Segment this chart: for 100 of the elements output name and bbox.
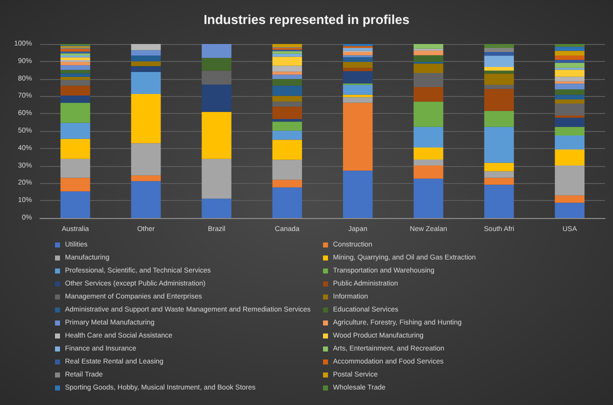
bar xyxy=(272,54,302,57)
bar xyxy=(484,56,514,67)
bar xyxy=(131,143,161,176)
bar xyxy=(484,184,514,218)
bar xyxy=(131,72,161,94)
bar xyxy=(131,50,161,56)
bar xyxy=(554,70,585,77)
bar xyxy=(484,66,514,71)
bar xyxy=(414,44,444,49)
bar xyxy=(131,181,161,218)
bar xyxy=(484,74,514,85)
bar xyxy=(272,66,302,72)
bar xyxy=(414,50,444,56)
bar xyxy=(272,140,302,160)
bar xyxy=(272,78,302,86)
bar xyxy=(554,46,585,51)
bar xyxy=(484,178,514,185)
bar xyxy=(554,62,585,68)
bar xyxy=(60,76,90,80)
bar xyxy=(554,50,585,56)
bar xyxy=(131,175,161,182)
bar xyxy=(272,72,302,75)
bar xyxy=(60,122,90,139)
bar xyxy=(60,70,90,74)
bar xyxy=(342,62,373,68)
bar xyxy=(554,55,585,60)
bar xyxy=(484,171,514,178)
bar xyxy=(554,136,585,150)
bar xyxy=(414,55,444,62)
bar xyxy=(131,94,161,144)
bar xyxy=(202,198,232,218)
bar xyxy=(484,44,514,48)
bar xyxy=(60,73,90,77)
bar xyxy=(342,97,373,103)
bar xyxy=(60,158,90,178)
bar xyxy=(60,138,90,159)
bar xyxy=(484,162,514,172)
bar xyxy=(342,68,373,72)
bar xyxy=(131,61,161,66)
bar xyxy=(554,195,585,203)
bar xyxy=(272,96,302,102)
bar xyxy=(554,89,585,95)
bar xyxy=(554,165,585,196)
bar xyxy=(60,48,90,52)
bar xyxy=(202,112,232,159)
bar xyxy=(272,74,302,79)
bar xyxy=(554,60,585,63)
bar xyxy=(60,86,90,96)
bar xyxy=(272,122,302,131)
bar xyxy=(554,126,585,136)
bar xyxy=(272,56,302,66)
bar xyxy=(554,202,585,218)
bar xyxy=(342,71,373,84)
bar xyxy=(202,58,232,71)
bar xyxy=(554,118,585,127)
bar xyxy=(202,158,232,199)
bar xyxy=(342,52,373,56)
bar xyxy=(60,80,90,86)
bar xyxy=(60,102,90,123)
bar xyxy=(272,44,302,48)
bar xyxy=(484,126,514,163)
bar xyxy=(131,44,161,50)
bar xyxy=(272,118,302,122)
bar xyxy=(272,180,302,188)
bar xyxy=(554,84,585,90)
bar xyxy=(554,100,585,104)
bar xyxy=(554,76,585,82)
bar xyxy=(272,86,302,96)
bar xyxy=(131,66,161,72)
bar xyxy=(272,187,302,218)
bar xyxy=(272,160,302,180)
bar xyxy=(414,126,444,148)
chart-title: Industries represented in profiles xyxy=(204,12,410,27)
bar xyxy=(484,48,514,52)
bar xyxy=(414,160,444,166)
bar xyxy=(60,62,90,66)
bar xyxy=(484,84,514,89)
bar xyxy=(272,106,302,119)
bar xyxy=(484,70,514,74)
bar xyxy=(554,44,585,47)
bar xyxy=(554,149,585,166)
bar xyxy=(60,178,90,192)
bar xyxy=(202,84,232,112)
bar xyxy=(272,130,302,140)
bar xyxy=(414,64,444,74)
bar xyxy=(60,57,90,60)
bar xyxy=(342,48,373,51)
bar xyxy=(414,165,444,179)
bar xyxy=(272,51,302,54)
bar xyxy=(131,55,161,62)
bar xyxy=(342,102,373,171)
bar xyxy=(414,86,444,102)
bar xyxy=(414,178,444,218)
bar xyxy=(342,57,373,62)
bar xyxy=(60,191,90,218)
bar xyxy=(342,170,373,218)
bar xyxy=(342,84,373,95)
bar xyxy=(484,88,514,111)
bar xyxy=(414,102,444,127)
bar xyxy=(202,44,232,58)
